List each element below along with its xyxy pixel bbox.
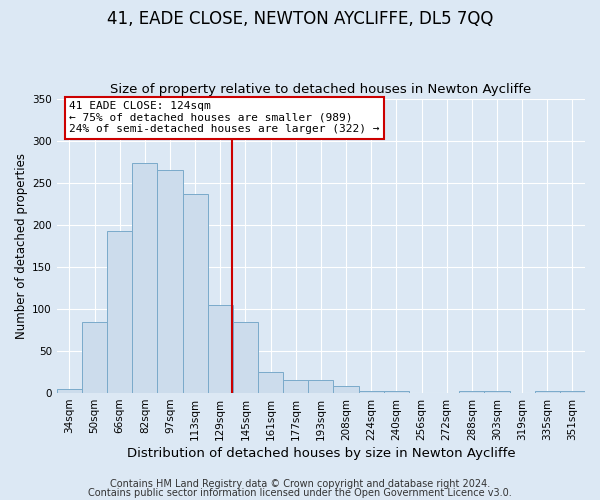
Bar: [359, 390, 384, 393]
Bar: [233, 322, 258, 393]
Bar: [535, 392, 560, 393]
Text: Contains public sector information licensed under the Open Government Licence v3: Contains public sector information licen…: [88, 488, 512, 498]
Bar: [283, 380, 308, 393]
Bar: [107, 230, 132, 393]
Bar: [208, 304, 233, 393]
Text: 41, EADE CLOSE, NEWTON AYCLIFFE, DL5 7QQ: 41, EADE CLOSE, NEWTON AYCLIFFE, DL5 7QQ: [107, 10, 493, 28]
Bar: [334, 386, 359, 393]
Bar: [459, 392, 484, 393]
Y-axis label: Number of detached properties: Number of detached properties: [15, 153, 28, 339]
X-axis label: Distribution of detached houses by size in Newton Aycliffe: Distribution of detached houses by size …: [127, 447, 515, 460]
Bar: [57, 389, 82, 393]
Bar: [182, 194, 208, 393]
Bar: [560, 390, 585, 393]
Bar: [132, 162, 157, 393]
Bar: [484, 392, 509, 393]
Title: Size of property relative to detached houses in Newton Aycliffe: Size of property relative to detached ho…: [110, 83, 532, 96]
Bar: [258, 372, 283, 393]
Bar: [384, 390, 409, 393]
Text: 41 EADE CLOSE: 124sqm
← 75% of detached houses are smaller (989)
24% of semi-det: 41 EADE CLOSE: 124sqm ← 75% of detached …: [70, 101, 380, 134]
Bar: [308, 380, 334, 393]
Bar: [157, 170, 182, 393]
Text: Contains HM Land Registry data © Crown copyright and database right 2024.: Contains HM Land Registry data © Crown c…: [110, 479, 490, 489]
Bar: [82, 322, 107, 393]
